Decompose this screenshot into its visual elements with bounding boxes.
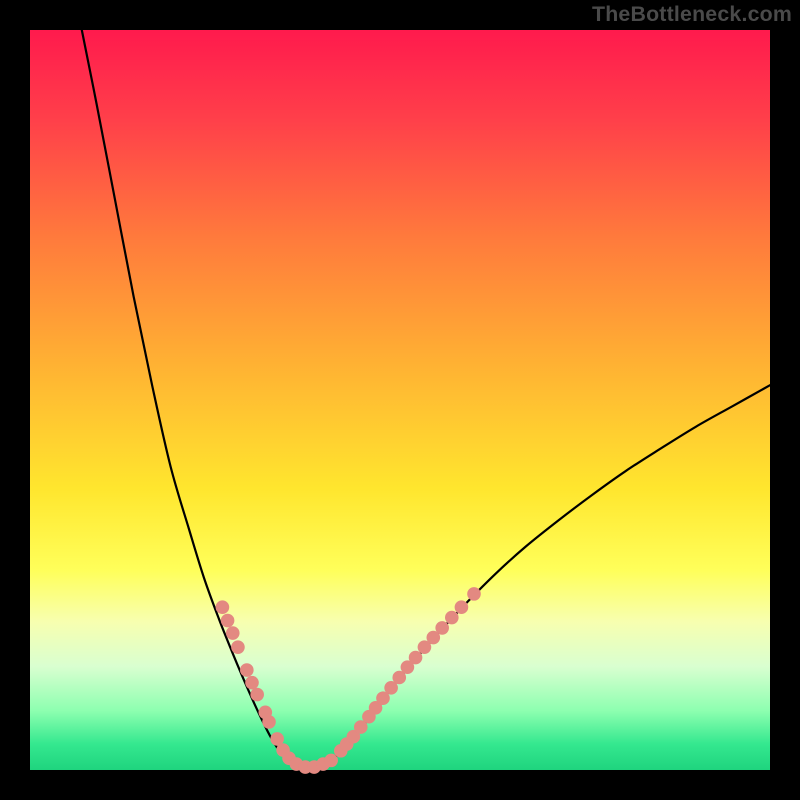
watermark-text: TheBottleneck.com <box>592 2 792 27</box>
bead-marker <box>455 600 469 614</box>
bead-marker <box>324 754 338 768</box>
bead-markers-group <box>216 587 481 774</box>
bead-marker <box>231 640 245 654</box>
bottleneck-curve <box>82 30 770 768</box>
bead-marker <box>445 611 459 625</box>
chart-frame: TheBottleneck.com <box>0 0 800 800</box>
bead-marker <box>216 600 230 614</box>
bead-marker <box>435 621 449 635</box>
plot-area <box>30 30 770 770</box>
chart-svg-layer <box>30 30 770 770</box>
bead-marker <box>250 688 264 702</box>
bead-marker <box>467 587 481 601</box>
bead-marker <box>409 651 423 665</box>
bead-marker <box>221 614 235 628</box>
bead-marker <box>240 663 254 677</box>
bead-marker <box>245 676 259 690</box>
bead-marker <box>262 715 276 729</box>
bead-marker <box>226 626 240 640</box>
